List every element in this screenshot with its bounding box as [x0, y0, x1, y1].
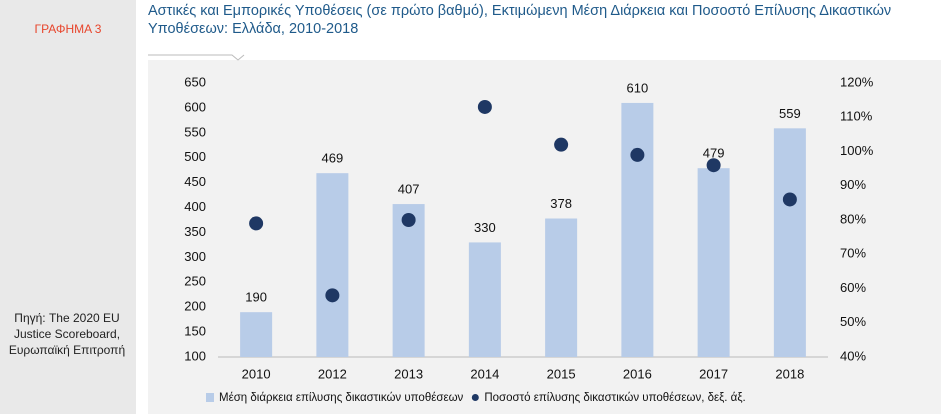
x-tick-label: 2016 [623, 366, 652, 381]
data-label: 330 [474, 220, 496, 235]
y2-tick-label: 50% [840, 314, 866, 329]
dot [401, 213, 416, 227]
y-tick-label: 400 [184, 199, 206, 214]
y-tick-label: 300 [184, 249, 206, 264]
source: Πηγή: The 2020 EU Justice Scoreboard, Ευ… [8, 311, 126, 357]
y-tick-label: 450 [184, 174, 206, 189]
figure-label: ΓΡΑΦΗΜΑ 3 [34, 22, 102, 36]
legend-swatch [471, 394, 479, 401]
dot [249, 216, 264, 231]
y2-tick-label: 110% [840, 109, 873, 124]
y-tick-label: 650 [184, 74, 206, 89]
y-tick-label: 150 [184, 324, 206, 339]
legend-label: Ποσοστό επίλυσης δικαστικών υποθέσεων, δ… [484, 392, 745, 404]
x-tick-label: 2013 [394, 366, 423, 381]
x-tick-label: 2015 [547, 366, 576, 381]
dot [706, 158, 721, 173]
data-label: 407 [398, 181, 420, 196]
dot [782, 192, 797, 207]
y-tick-label: 350 [184, 224, 206, 239]
bar [392, 204, 425, 357]
dot [477, 99, 492, 114]
dot [630, 147, 645, 162]
y-tick-label: 250 [184, 274, 206, 289]
title-rule [148, 54, 245, 61]
x-tick-label: 2017 [699, 366, 728, 381]
bar [316, 173, 349, 357]
y-tick-label: 100 [184, 348, 206, 363]
sidebar [0, 0, 136, 414]
y2-tick-label: 60% [840, 280, 866, 295]
legend-label: Μέση διάρκεια επίλυσης δικαστικών υποθέσ… [219, 392, 464, 404]
y2-tick-label: 100% [840, 143, 874, 158]
dot [325, 288, 340, 303]
y-tick-label: 550 [184, 124, 206, 139]
bar [468, 242, 501, 357]
y2-tick-label: 70% [840, 246, 866, 261]
x-tick-label: 2018 [775, 366, 804, 381]
data-label: 378 [550, 196, 572, 211]
data-label: 190 [245, 290, 267, 305]
bar [621, 102, 654, 357]
y-tick-label: 600 [184, 99, 206, 114]
x-tick-label: 2014 [470, 366, 499, 381]
y-tick-label: 500 [184, 149, 206, 164]
y-tick-label: 200 [184, 299, 206, 314]
data-label: 559 [779, 106, 801, 121]
y2-tick-label: 90% [840, 177, 866, 192]
x-tick-label: 2010 [242, 366, 271, 381]
x-tick-label: 2012 [318, 366, 347, 381]
data-label: 479 [703, 146, 725, 161]
bar [240, 312, 273, 357]
bar [773, 128, 806, 357]
chart-title: Αστικές και Εμπορικές Υποθέσεις (σε πρώτ… [148, 3, 892, 37]
bar [545, 218, 578, 357]
y2-tick-label: 80% [840, 211, 866, 226]
data-label: 610 [627, 80, 649, 95]
y2-tick-label: 40% [840, 348, 866, 363]
data-label: 469 [322, 151, 344, 166]
bar [697, 168, 730, 357]
plot-panel [148, 60, 941, 414]
y2-tick-label: 120% [840, 74, 874, 89]
legend-swatch [206, 393, 214, 402]
dot [554, 137, 569, 152]
